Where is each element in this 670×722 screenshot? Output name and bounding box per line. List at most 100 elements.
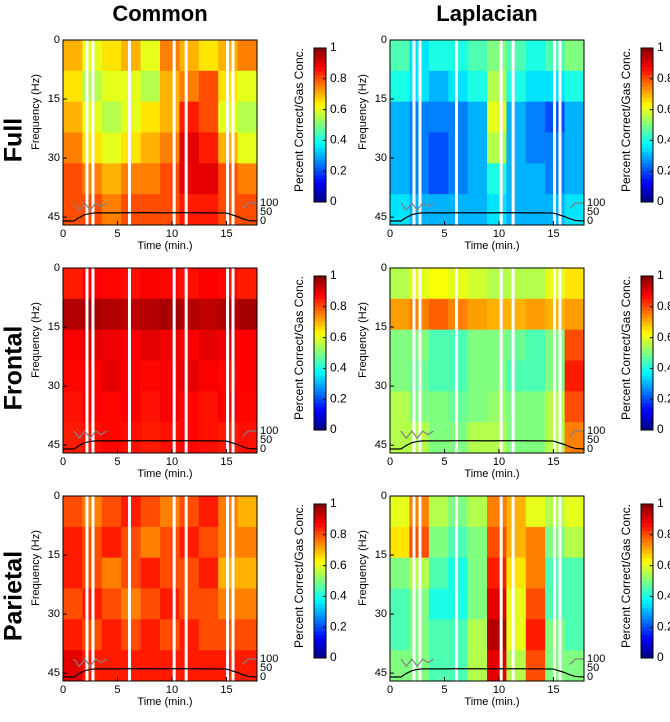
heat-cell (101, 619, 122, 651)
colorbar-strip (641, 306, 653, 312)
gap (558, 268, 562, 453)
x-tick-label: 5 (441, 456, 447, 468)
heat-cell (121, 496, 142, 528)
colorbar-strip (314, 349, 326, 354)
colorbar-strip (314, 507, 326, 513)
gap (558, 496, 562, 681)
colorbar-strip (641, 387, 653, 392)
y2-tick-label: 0 (587, 215, 593, 227)
heat-cell (198, 557, 219, 589)
heat-cell (160, 422, 180, 454)
colorbar-tick-label: 1 (330, 40, 337, 54)
heat-cell (160, 101, 180, 133)
colorbar-tick-label: 1 (657, 40, 664, 54)
overlay-line (73, 430, 257, 440)
colorbar-strip (641, 530, 653, 536)
heat-cell (179, 650, 200, 682)
y2-tick-label: 100 (587, 425, 605, 437)
heat-cell (448, 163, 469, 195)
colorbar-tick-label: 0.4 (330, 361, 347, 375)
heat-cell (487, 496, 507, 528)
colorbar-strip (314, 198, 326, 203)
y2-tick-label: 100 (587, 653, 605, 665)
colorbar-strip (314, 538, 326, 543)
heat-cell (448, 619, 469, 651)
gap (172, 40, 176, 225)
colorbar-strip (314, 128, 326, 134)
colorbar-tick-label: 0.4 (657, 133, 670, 147)
heat-cell (121, 588, 142, 620)
gap (226, 268, 230, 453)
colorbar-strip (314, 395, 326, 400)
colorbar-strip (314, 588, 326, 594)
heat-cell (198, 101, 219, 133)
colorbar-strip (314, 287, 326, 292)
heat-cell (448, 101, 469, 133)
y2-tick-label: 50 (587, 662, 599, 674)
colorbar-strip (641, 607, 653, 613)
colorbar-strip (641, 391, 653, 396)
y-tick-label: 45 (375, 439, 387, 451)
colorbar-strip (314, 403, 326, 408)
colorbar-strip (641, 418, 653, 423)
heat-cell (101, 391, 122, 423)
heat-cell (101, 70, 122, 103)
heat-cell (390, 132, 410, 164)
heat-cell (428, 40, 449, 72)
colorbar-strip (314, 78, 326, 84)
gap (172, 496, 176, 681)
gap (511, 268, 515, 453)
y2-label: Percent Correct/Gas Conc. (292, 276, 306, 420)
heat-cell (63, 557, 83, 589)
colorbar-strip (314, 163, 326, 168)
heat-cell (160, 588, 180, 620)
heat-cell (121, 40, 142, 72)
heat-cell (179, 588, 200, 620)
heat-cell (390, 526, 410, 559)
colorbar-strip (314, 360, 326, 366)
heat-cell (487, 268, 507, 300)
y2-tick-label: 0 (260, 671, 266, 683)
heat-cell (198, 40, 219, 72)
heat-cell (101, 194, 122, 226)
colorbar-strip (314, 329, 326, 335)
colorbar-strip (641, 101, 653, 107)
colorbar-strip (314, 554, 326, 559)
colorbar-strip (641, 577, 653, 582)
colorbar-strip (314, 178, 326, 184)
colorbar-tick-label: 1 (657, 496, 664, 510)
colorbar-strip (641, 71, 653, 76)
heat-cell (237, 101, 258, 133)
colorbar-strip (314, 299, 326, 304)
colorbar-strip (641, 291, 653, 296)
heat-cell (487, 391, 507, 423)
heat-cell (160, 329, 180, 361)
colorbar-strip (641, 349, 653, 354)
heat-cell (101, 422, 122, 454)
gap (412, 268, 416, 453)
colorbar-strip (641, 136, 653, 141)
heat-cell (564, 268, 585, 300)
heat-cell (525, 132, 546, 164)
row-title: Frontal (0, 326, 28, 411)
colorbar-strip (314, 117, 326, 122)
y-label: Frequency (Hz) (30, 74, 42, 150)
colorbar-strip (314, 151, 326, 157)
x-tick-label: 0 (387, 228, 393, 240)
heat-cell (121, 70, 142, 103)
heat-cell (428, 101, 449, 133)
heat-cell (140, 619, 161, 651)
colorbar-strip (641, 198, 653, 203)
heat-cell (390, 329, 410, 361)
y2-tick-label: 50 (587, 434, 599, 446)
x-tick-label: 0 (60, 684, 66, 696)
colorbar-strip (641, 634, 653, 640)
colorbar-strip (641, 379, 653, 385)
heat-cell (428, 422, 449, 454)
gap (418, 268, 422, 453)
heat-cell (101, 163, 122, 195)
colorbar-strip (314, 291, 326, 296)
x-label: Time (min.) (137, 468, 192, 480)
heat-cell (564, 526, 585, 559)
heat-cell (428, 329, 449, 361)
